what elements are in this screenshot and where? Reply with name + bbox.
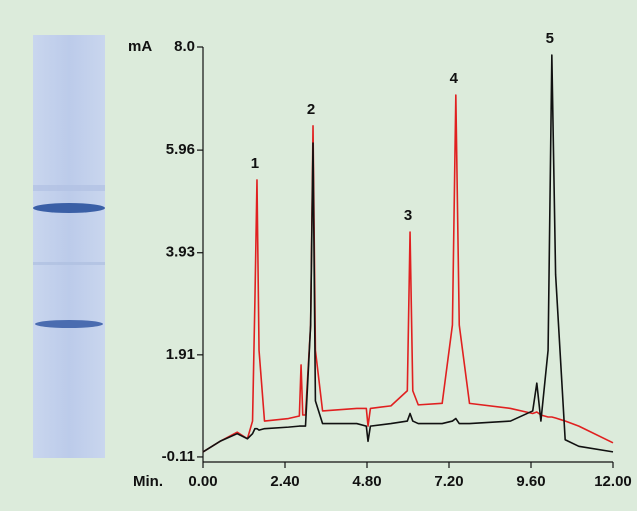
gel-lane xyxy=(33,35,105,458)
x-tick-label: 2.40 xyxy=(270,473,299,490)
y-tick-label: 8.0 xyxy=(174,38,195,55)
peak-label: 2 xyxy=(307,101,315,118)
y-tick-label: 1.91 xyxy=(166,346,195,363)
series-line xyxy=(202,54,614,453)
gel-band xyxy=(33,185,105,191)
peak-label: 5 xyxy=(546,30,554,47)
y-tick-label: -0.11 xyxy=(162,448,195,465)
series-line xyxy=(202,94,614,453)
peak-label: 3 xyxy=(404,207,412,224)
x-tick-label: 7.20 xyxy=(434,473,463,490)
y-axis-label: mA xyxy=(128,38,152,55)
gel-band xyxy=(33,203,105,213)
gel-band xyxy=(35,320,103,328)
x-tick-label: 0.00 xyxy=(188,473,217,490)
y-tick-label: 5.96 xyxy=(166,141,195,158)
y-tick-label: 3.93 xyxy=(166,244,195,261)
x-tick-label: 4.80 xyxy=(352,473,381,490)
gel-band xyxy=(33,262,105,265)
peak-label: 4 xyxy=(450,70,459,87)
x-axis-label: Min. xyxy=(133,473,163,490)
x-tick-label: 12.00 xyxy=(594,473,632,490)
x-tick-label: 9.60 xyxy=(516,473,545,490)
peak-label: 1 xyxy=(251,155,259,172)
gel-image xyxy=(33,35,105,458)
